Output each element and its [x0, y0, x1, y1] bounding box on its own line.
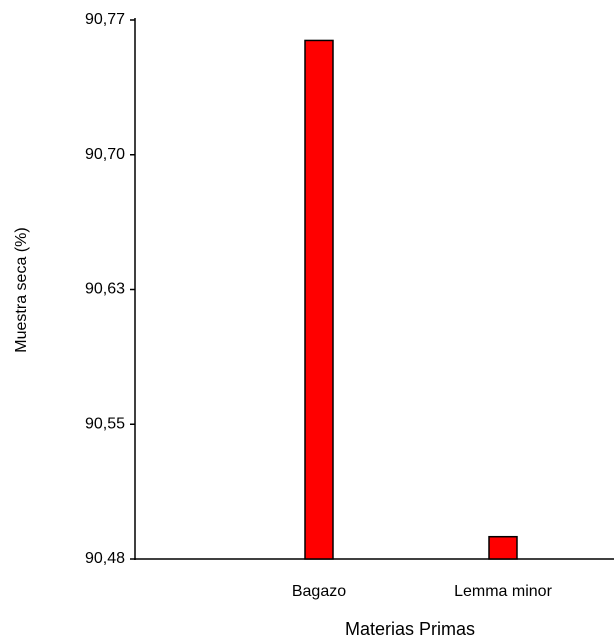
- x-axis-title: Materias Primas: [345, 619, 475, 639]
- x-tick-label: Lemma minor: [454, 583, 552, 600]
- bar: [488, 535, 518, 560]
- y-tick-label: 90,63: [85, 281, 125, 298]
- y-tick-label: 90,55: [85, 415, 125, 432]
- x-tick-label: Bagazo: [292, 583, 346, 600]
- y-tick-label: 90,48: [85, 550, 125, 567]
- y-axis-title: Muestra seca (%): [13, 227, 30, 352]
- y-tick-label: 90,77: [85, 11, 125, 28]
- y-tick-label: 90,70: [85, 146, 125, 163]
- bar: [304, 39, 334, 560]
